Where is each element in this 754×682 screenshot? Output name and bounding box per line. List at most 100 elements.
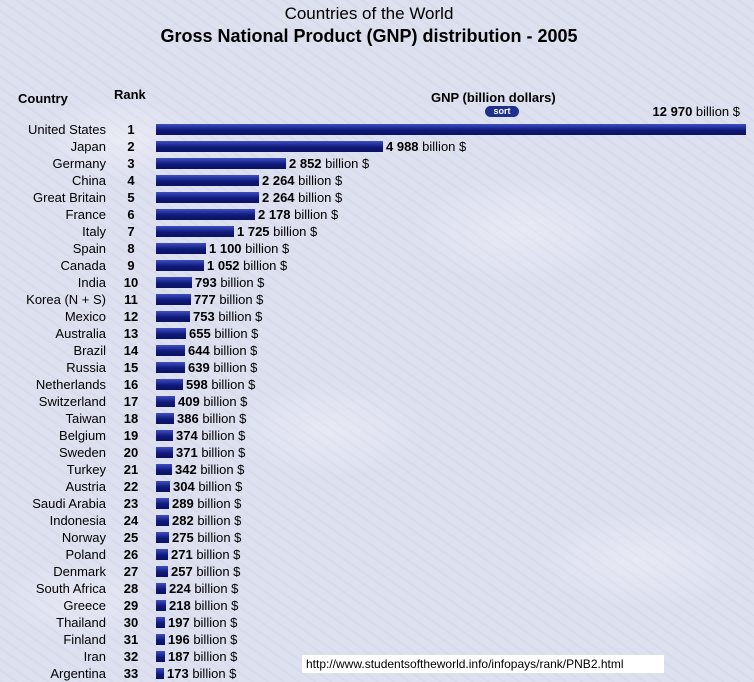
rank-label: 2 xyxy=(127,139,135,154)
country-label: Saudi Arabia xyxy=(32,496,106,511)
gnp-bar xyxy=(156,549,168,560)
table-row: Switzerland 17 409 billion $ xyxy=(0,393,754,410)
country-label: Iran xyxy=(83,649,106,664)
gnp-value-label: 777 billion $ xyxy=(194,292,264,307)
gnp-bar xyxy=(156,311,190,322)
rank-label: 23 xyxy=(123,496,139,511)
gnp-bar xyxy=(156,600,166,611)
rank-label: 28 xyxy=(123,581,139,596)
gnp-value-label: 197 billion $ xyxy=(168,615,238,630)
country-label: Germany xyxy=(52,156,106,171)
rank-label: 30 xyxy=(123,615,139,630)
gnp-value-label: 409 billion $ xyxy=(178,394,248,409)
gnp-value-label: 2 264 billion $ xyxy=(262,173,343,188)
table-row: Australia 13 655 billion $ xyxy=(0,325,754,342)
gnp-value-label: 793 billion $ xyxy=(195,275,265,290)
gnp-value-label: 282 billion $ xyxy=(172,513,242,528)
rank-label: 15 xyxy=(123,360,139,375)
gnp-bar xyxy=(156,532,169,543)
rank-label: 26 xyxy=(123,547,139,562)
chart-title: Gross National Product (GNP) distributio… xyxy=(160,26,578,46)
gnp-value-label: 218 billion $ xyxy=(169,598,239,613)
rank-label: 8 xyxy=(127,241,135,256)
gnp-value-label: 386 billion $ xyxy=(177,411,247,426)
rank-label: 5 xyxy=(127,190,135,205)
country-label: Japan xyxy=(70,139,106,154)
gnp-value-label: 371 billion $ xyxy=(176,445,246,460)
table-row: Greece 29 218 billion $ xyxy=(0,597,754,614)
table-row: Sweden 20 371 billion $ xyxy=(0,444,754,461)
gnp-bar xyxy=(156,430,173,441)
gnp-value-label: 342 billion $ xyxy=(175,462,245,477)
gnp-bar xyxy=(156,226,234,237)
country-label: Poland xyxy=(65,547,106,562)
gnp-bar xyxy=(156,396,175,407)
table-row: Poland 26 271 billion $ xyxy=(0,546,754,563)
table-row: South Africa 28 224 billion $ xyxy=(0,580,754,597)
gnp-bar xyxy=(156,141,383,152)
table-row: Netherlands 16 598 billion $ xyxy=(0,376,754,393)
table-row: Japan 2 4 988 billion $ xyxy=(0,138,754,155)
gnp-value-label: 1 725 billion $ xyxy=(237,224,318,239)
gnp-bar xyxy=(156,481,170,492)
gnp-bar xyxy=(156,583,166,594)
country-column-header: Country xyxy=(18,91,68,106)
table-row: Austria 22 304 billion $ xyxy=(0,478,754,495)
country-label: Finland xyxy=(63,632,106,647)
gnp-value-label: 644 billion $ xyxy=(188,343,258,358)
table-row: Finland 31 196 billion $ xyxy=(0,631,754,648)
table-row: Iran 32 187 billion $ xyxy=(0,648,754,665)
gnp-bar xyxy=(156,668,164,679)
country-label: Brazil xyxy=(73,343,106,358)
sort-button[interactable]: sort xyxy=(485,106,519,117)
table-row: Russia 15 639 billion $ xyxy=(0,359,754,376)
rank-label: 21 xyxy=(123,462,139,477)
rank-column-header: Rank xyxy=(114,87,146,102)
table-row: Mexico 12 753 billion $ xyxy=(0,308,754,325)
country-label: India xyxy=(77,275,106,290)
country-label: Spain xyxy=(72,241,106,256)
table-row: Thailand 30 197 billion $ xyxy=(0,614,754,631)
gnp-bar xyxy=(156,260,204,271)
rank-label: 4 xyxy=(127,173,135,188)
gnp-value-label: 655 billion $ xyxy=(189,326,259,341)
country-label: Turkey xyxy=(66,462,106,477)
table-row: Taiwan 18 386 billion $ xyxy=(0,410,754,427)
rank-label: 10 xyxy=(123,275,139,290)
gnp-bar xyxy=(156,345,185,356)
gnp-bar xyxy=(156,566,168,577)
rank-label: 16 xyxy=(123,377,139,392)
table-row: Germany 3 2 852 billion $ xyxy=(0,155,754,172)
rank-label: 9 xyxy=(127,258,135,273)
source-url: http://www.studentsoftheworld.info/infop… xyxy=(302,655,664,673)
rank-label: 6 xyxy=(127,207,135,222)
country-label: Canada xyxy=(60,258,106,273)
gnp-value-label: 2 264 billion $ xyxy=(262,190,343,205)
table-row: Canada 9 1 052 billion $ xyxy=(0,257,754,274)
gnp-value-label: 753 billion $ xyxy=(193,309,263,324)
gnp-bar xyxy=(156,124,746,135)
rank-label: 17 xyxy=(123,394,139,409)
country-label: Thailand xyxy=(56,615,106,630)
table-row: Saudi Arabia 23 289 billion $ xyxy=(0,495,754,512)
rank-label: 32 xyxy=(123,649,139,664)
table-row: Belgium 19 374 billion $ xyxy=(0,427,754,444)
gnp-bar xyxy=(156,617,165,628)
country-label: France xyxy=(65,207,106,222)
gnp-value-label: 2 852 billion $ xyxy=(289,156,370,171)
gnp-value-label: 187 billion $ xyxy=(168,649,238,664)
country-label: Switzerland xyxy=(38,394,106,409)
country-label: Russia xyxy=(66,360,106,375)
rank-label: 7 xyxy=(127,224,135,239)
country-label: Argentina xyxy=(50,666,106,681)
gnp-bar xyxy=(156,362,185,373)
gnp-value-label: 304 billion $ xyxy=(173,479,243,494)
gnp-value-label: 1 100 billion $ xyxy=(209,241,290,256)
gnp-bar xyxy=(156,634,165,645)
gnp-bar xyxy=(156,379,183,390)
country-label: Norway xyxy=(61,530,106,545)
country-label: Netherlands xyxy=(35,377,106,392)
gnp-value-label: 12 970 billion $ xyxy=(652,104,740,119)
gnp-value-label: 2 178 billion $ xyxy=(258,207,339,222)
